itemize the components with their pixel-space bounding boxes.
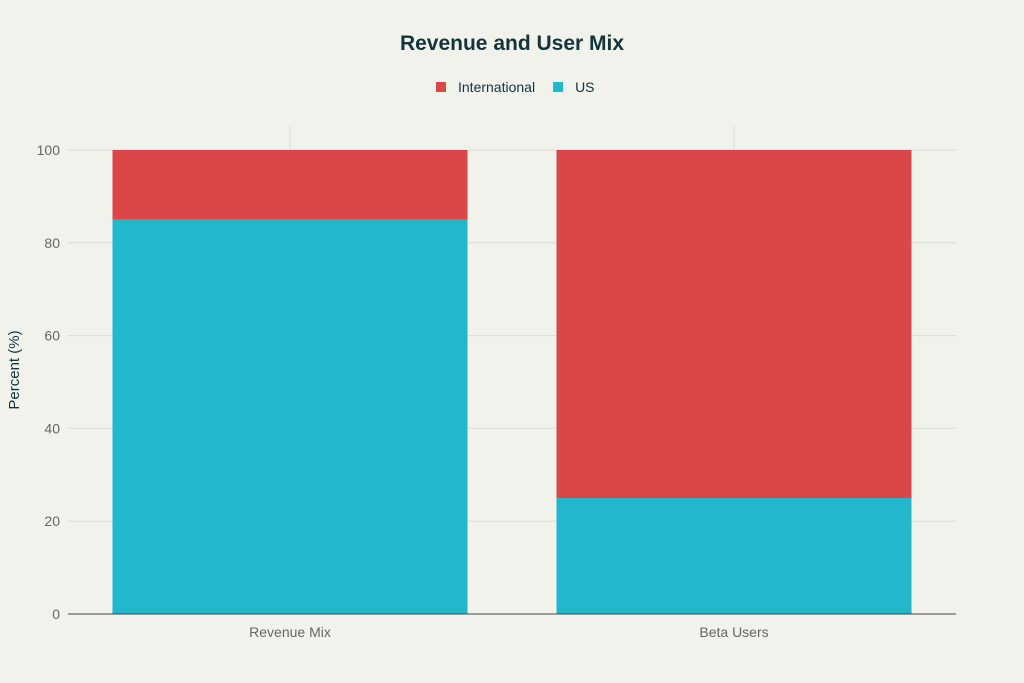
bars bbox=[112, 150, 912, 614]
bar-us-beta-users bbox=[556, 498, 912, 614]
legend-label-us: US bbox=[575, 79, 594, 95]
y-tick-label: 20 bbox=[44, 513, 60, 529]
legend-label-international: International bbox=[458, 79, 535, 95]
x-tick-label: Beta Users bbox=[699, 624, 768, 640]
axes: 0 20 40 60 80 100 Revenue Mix Beta Users bbox=[37, 142, 956, 640]
bar-us-revenue-mix bbox=[112, 219, 468, 614]
y-tick-label: 60 bbox=[44, 328, 60, 344]
y-tick-label: 0 bbox=[52, 606, 60, 622]
y-tick-label: 40 bbox=[44, 420, 60, 436]
y-tick-label: 100 bbox=[37, 142, 61, 158]
bar-international-revenue-mix bbox=[112, 150, 468, 220]
legend-swatch-us bbox=[553, 82, 564, 92]
y-axis-label: Percent (%) bbox=[6, 330, 23, 409]
legend: International US bbox=[436, 79, 595, 95]
legend-swatch-international bbox=[436, 82, 446, 92]
bar-international-beta-users bbox=[556, 150, 912, 498]
y-tick-label: 80 bbox=[44, 235, 60, 251]
x-tick-label: Revenue Mix bbox=[249, 624, 331, 640]
chart-title: Revenue and User Mix bbox=[400, 32, 624, 55]
